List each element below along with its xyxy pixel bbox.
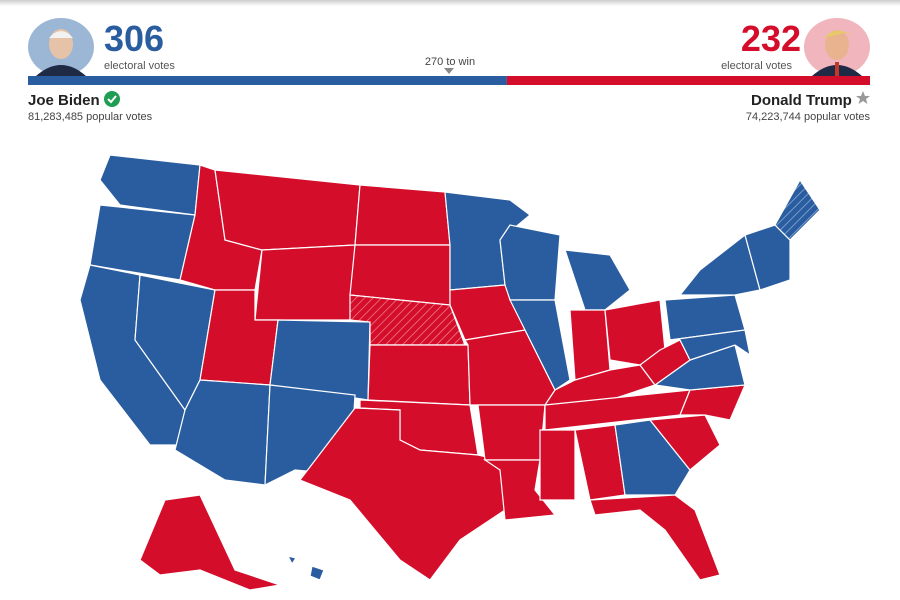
- electoral-bar-segment: [506, 76, 870, 85]
- biden-popular: 81,283,485 popular votes: [28, 111, 153, 123]
- biden-ev-label: electoral votes: [104, 60, 175, 72]
- trump-electoral: 232: [740, 18, 801, 59]
- states: [79, 154, 821, 591]
- threshold-marker: [444, 68, 454, 74]
- trump-popular: 74,223,744 popular votes: [745, 111, 870, 123]
- threshold-label: 270 to win: [424, 56, 476, 68]
- biden-name: Joe Biden: [28, 91, 120, 109]
- electoral-bar-segment: [28, 76, 507, 85]
- trump-photo: [804, 18, 870, 76]
- trump-ev-label: electoral votes: [721, 60, 792, 72]
- top-shadow: [0, 0, 900, 6]
- trump-name-text: Donald Trump: [750, 92, 852, 109]
- biden-electoral: 306: [104, 18, 165, 59]
- star-icon: [856, 91, 870, 104]
- electoral-bar: [28, 68, 870, 85]
- biden-name-text: Joe Biden: [28, 92, 100, 109]
- winner-check: [103, 91, 120, 107]
- biden-photo: [28, 18, 94, 76]
- trump-name: Donald Trump: [751, 91, 870, 109]
